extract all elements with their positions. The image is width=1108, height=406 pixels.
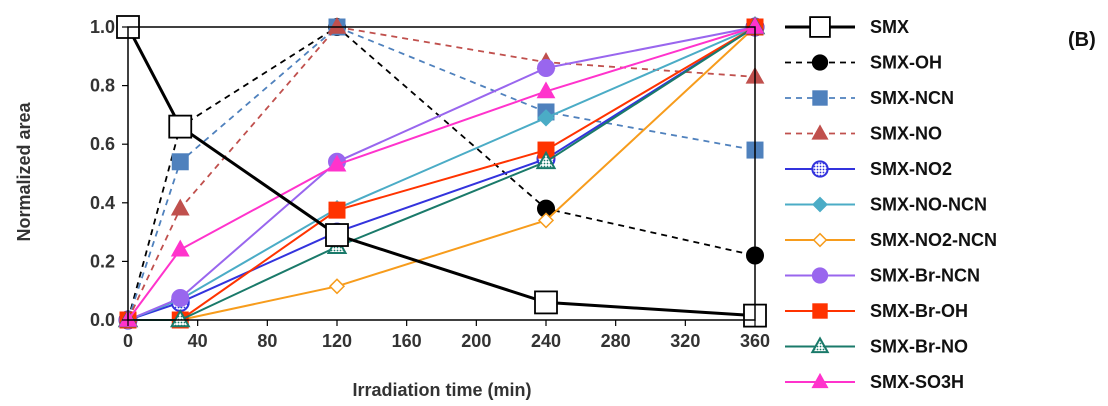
data-point [168, 114, 193, 139]
data-point [811, 54, 829, 71]
data-point [537, 212, 555, 229]
data-point [811, 372, 829, 389]
legend: SMX SMX-OH SMX-NCN SMX-NO SMX-NO2 SMX-NO-NCN S… [785, 16, 997, 392]
panel-label: (B) [1068, 29, 1096, 51]
legend-label: SMX-NCN [870, 88, 954, 108]
y-tick-label: 1.0 [90, 17, 115, 37]
y-tick-label: 0.6 [90, 134, 115, 154]
y-tick-label: 0.4 [90, 193, 115, 213]
data-point [170, 239, 190, 257]
data-point [537, 59, 555, 78]
legend-item: SMX-NO [785, 124, 942, 144]
legend-item: SMX-OH [785, 53, 942, 73]
legend-label: SMX-Br-NO [870, 337, 968, 357]
plot-frame [127, 26, 756, 321]
data-point [325, 223, 349, 247]
data-point [327, 16, 347, 34]
x-tick-label: 0 [123, 331, 133, 351]
legend-label: SMX-NO-NCN [870, 195, 987, 215]
axes: 0 40 80 120 160 200 240 280 320 360 0.0 0.2 0.4 0.6 0.… [90, 17, 770, 351]
y-tick-label: 0.0 [90, 310, 115, 330]
data-point [171, 289, 190, 308]
x-tick-label: 40 [188, 331, 208, 351]
legend-label: SMX-NO2-NCN [870, 230, 997, 250]
x-axis-title: Irradiation time (min) [352, 380, 531, 400]
plot-area [116, 15, 767, 330]
x-tick-label: 240 [531, 331, 561, 351]
data-point [809, 16, 831, 38]
data-point [171, 153, 189, 171]
x-tick-label: 320 [670, 331, 700, 351]
data-point [328, 278, 346, 295]
data-point [535, 150, 557, 170]
data-point [811, 267, 829, 284]
legend-item: SMX-NO2 [785, 159, 952, 179]
x-tick-label: 80 [257, 331, 277, 351]
data-point [812, 232, 828, 248]
data-point [169, 308, 191, 328]
legend-item: SMX-Br-NO [785, 336, 968, 357]
legend-item: SMX-NO2-NCN [785, 230, 997, 250]
series-line [127, 26, 756, 321]
x-tick-label: 120 [322, 331, 352, 351]
y-tick-label: 0.2 [90, 251, 115, 271]
data-point [537, 109, 555, 127]
x-tick-label: 360 [740, 331, 770, 351]
series-line [127, 25, 756, 321]
legend-label: SMX-NO2 [870, 159, 952, 179]
data-point [810, 336, 830, 354]
legend-item: SMX-NCN [785, 88, 954, 108]
data-point [812, 303, 828, 319]
data-point [811, 124, 829, 140]
legend-label: SMX-NO [870, 124, 942, 144]
data-point [170, 198, 190, 216]
x-tick-label: 280 [601, 331, 631, 351]
legend-label: SMX-OH [870, 53, 942, 73]
y-tick-label: 0.8 [90, 76, 115, 96]
legend-label: SMX-Br-OH [870, 301, 968, 321]
legend-label: SMX [870, 17, 909, 37]
data-point [536, 81, 556, 99]
data-point [328, 201, 346, 219]
data-point [811, 160, 829, 178]
legend-item: SMX-NO-NCN [785, 195, 987, 215]
legend-item: SMX-Br-NCN [785, 266, 980, 286]
y-axis-title: Normalized area [14, 101, 34, 241]
series-line [127, 26, 756, 321]
series-smx-no-ncn [119, 18, 764, 329]
legend-label: SMX-SO3H [870, 372, 964, 392]
x-tick-label: 160 [392, 331, 422, 351]
data-point [812, 196, 828, 213]
legend-item: SMX [785, 16, 909, 38]
data-point [534, 290, 558, 315]
legend-label: SMX-Br-NCN [870, 266, 980, 286]
x-tick-label: 200 [461, 331, 491, 351]
legend-item: SMX-SO3H [785, 372, 964, 392]
legend-item: SMX-Br-OH [785, 301, 968, 321]
data-point [327, 154, 347, 172]
data-point [812, 90, 828, 106]
